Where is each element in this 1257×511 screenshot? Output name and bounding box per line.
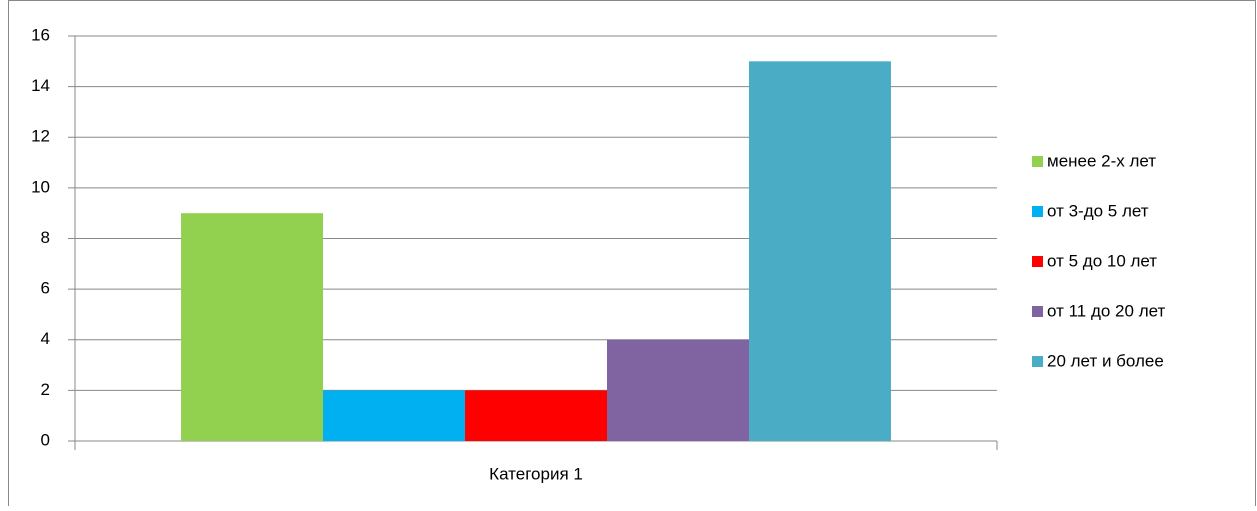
legend-label: от 11 до 20 лет (1047, 301, 1166, 320)
legend-label: от 5 до 10 лет (1047, 251, 1157, 270)
bar (323, 390, 466, 441)
y-tick-label: 8 (41, 228, 50, 247)
legend-swatch (1032, 306, 1043, 317)
y-tick-label: 10 (31, 177, 50, 196)
legend-label: менее 2-х лет (1047, 151, 1156, 170)
legend-swatch (1032, 256, 1043, 267)
y-tick-label: 0 (41, 430, 50, 449)
legend-swatch (1032, 206, 1043, 217)
legend-swatch (1032, 156, 1043, 167)
y-tick-label: 16 (31, 25, 50, 44)
y-tick-label: 4 (41, 329, 50, 348)
bar (606, 339, 749, 441)
y-tick-label: 6 (41, 279, 50, 298)
bar (181, 213, 324, 441)
legend-label: от 3-до 5 лет (1047, 201, 1149, 220)
bar (748, 61, 891, 441)
y-tick-label: 12 (31, 127, 50, 146)
y-tick-label: 14 (31, 76, 50, 95)
x-tick-label: Категория 1 (489, 464, 583, 483)
y-tick-label: 2 (41, 380, 50, 399)
legend-label: 20 лет и более (1047, 351, 1164, 370)
legend-swatch (1032, 356, 1043, 367)
bar (465, 390, 607, 441)
